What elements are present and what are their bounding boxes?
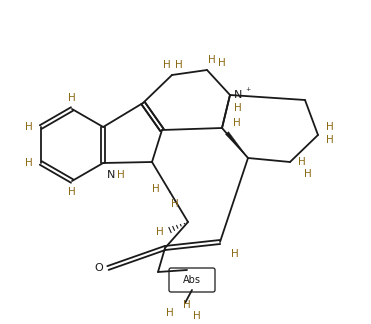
Text: ⁺: ⁺: [245, 87, 251, 97]
Text: H: H: [163, 60, 171, 70]
Text: H: H: [234, 103, 242, 113]
Text: H: H: [25, 122, 33, 132]
Text: H: H: [304, 169, 312, 179]
Text: H: H: [117, 170, 125, 180]
FancyBboxPatch shape: [169, 268, 215, 292]
Text: H: H: [152, 184, 160, 194]
Polygon shape: [226, 132, 248, 158]
Text: H: H: [233, 118, 241, 128]
Text: O: O: [95, 263, 104, 273]
Text: H: H: [326, 135, 334, 145]
Text: N: N: [107, 170, 115, 180]
Text: H: H: [171, 199, 179, 209]
Text: H: H: [231, 249, 239, 259]
Text: H: H: [183, 300, 191, 310]
Text: H: H: [326, 122, 334, 132]
Text: N: N: [234, 90, 242, 100]
Text: H: H: [298, 157, 306, 167]
Text: H: H: [25, 158, 33, 168]
Text: H: H: [208, 55, 216, 65]
Text: H: H: [175, 60, 183, 70]
Text: H: H: [218, 58, 226, 68]
Text: H: H: [156, 227, 164, 237]
Text: H: H: [166, 308, 174, 318]
Text: Abs: Abs: [183, 275, 201, 285]
Text: H: H: [68, 93, 76, 103]
Text: H: H: [68, 187, 76, 197]
Text: H: H: [193, 311, 201, 321]
